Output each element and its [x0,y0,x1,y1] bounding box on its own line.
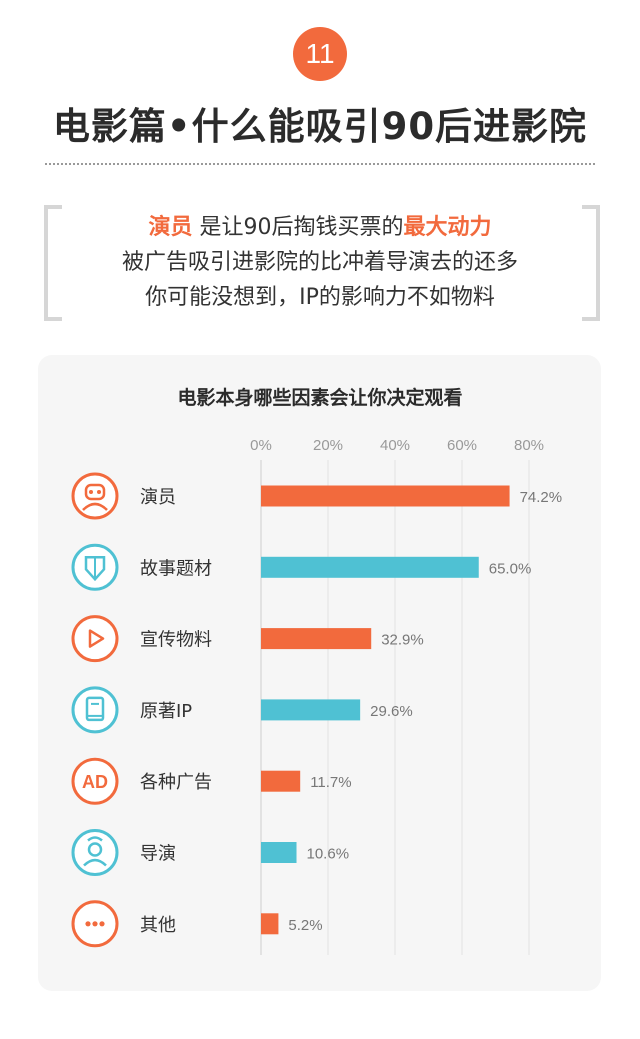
chapter-badge: 11 [293,27,347,81]
data-label: 65.0% [489,560,532,577]
category-label: 其他 [140,915,176,936]
intro-line-1-mid: 是让90后掏钱买票的 [199,215,404,240]
ad-icon: AD [71,757,119,805]
bar [261,699,361,721]
data-label: 10.6% [307,846,350,863]
data-label: 5.2% [288,917,322,934]
director-icon [71,829,119,876]
left-bracket [44,205,62,321]
category-label: 演员 [140,487,176,508]
chart-card [38,355,601,991]
intro-line-2: 被广告吸引进影院的比冲着导演去的还多 [121,250,518,275]
data-label: 29.6% [370,703,413,720]
play-icon [71,615,119,663]
category-label: 宣传物料 [140,630,212,651]
bar [261,556,479,578]
svg-text:AD: AD [82,772,108,792]
actor-icon [71,472,119,520]
bar [261,770,301,792]
bar [261,913,279,935]
category-label: 原著IP [140,701,192,722]
bar [261,628,372,650]
category-label: 各种广告 [140,772,212,793]
intro-line-1: 演员 是让90后掏钱买票的最大动力 [70,210,570,245]
book-icon [71,686,119,734]
data-label: 11.7% [310,774,351,791]
shield-icon [71,543,119,591]
x-tick-label: 60% [447,437,477,454]
data-label: 74.2% [520,489,563,506]
more-icon [71,900,119,948]
intro-highlight-actor: 演员 [148,215,193,240]
bar [261,842,297,863]
chart-title: 电影本身哪些因素会让你决定观看 [177,387,463,409]
x-tick-label: 80% [514,437,544,454]
intro-text: 演员 是让90后掏钱买票的最大动力 被广告吸引进影院的比冲着导演去的还多 你可能… [70,210,570,315]
x-tick-label: 0% [250,437,272,454]
page-title: 电影篇•什么能吸引90后进影院 [52,105,588,148]
intro-line-3: 你可能没想到，IP的影响力不如物料 [145,285,495,310]
right-bracket [582,205,600,321]
bar [261,485,510,507]
x-tick-label: 40% [380,437,410,454]
data-label: 32.9% [381,632,424,649]
category-label: 故事题材 [140,558,212,579]
intro-highlight-motive: 最大动力 [403,215,492,240]
category-label: 导演 [140,844,176,865]
x-tick-label: 20% [313,437,343,454]
divider [45,163,595,165]
